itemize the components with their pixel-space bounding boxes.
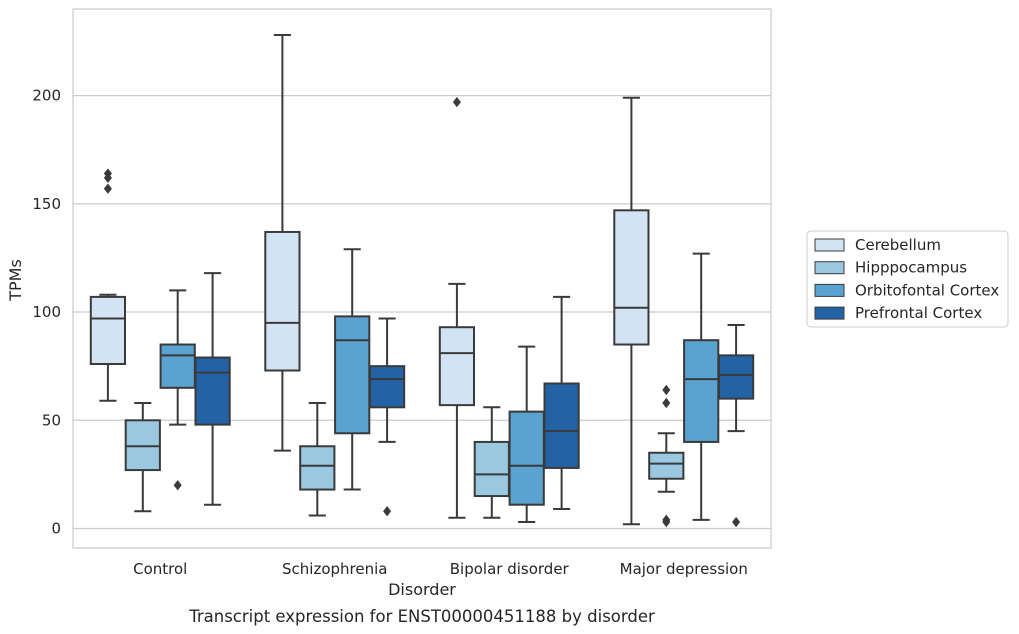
legend-label: Hipppocampus: [855, 259, 967, 277]
outlier-point: [452, 96, 461, 108]
legend-label: Prefrontal Cortex: [855, 304, 982, 322]
box: [89, 295, 127, 366]
legend-item: Prefrontal Cortex: [814, 304, 982, 322]
chart-caption: Transcript expression for ENST0000045118…: [188, 607, 655, 626]
box-plot: [508, 345, 545, 524]
y-tick-label: 100: [32, 303, 61, 321]
box: [299, 445, 336, 491]
outlier-point: [383, 506, 392, 517]
box-plot: [543, 295, 580, 511]
box-plot: [683, 252, 720, 521]
y-tick-labels: 0 50 100 150 200: [32, 87, 61, 538]
box-plot: [194, 272, 231, 506]
x-tick-label: Bipolar disorder: [450, 560, 570, 578]
box: [368, 365, 406, 409]
legend: Cerebellum Hipppocampus Orbitofontal Corte…: [806, 230, 1009, 328]
box: [124, 419, 161, 472]
legend-label: Orbitofontal Cortex: [855, 281, 999, 299]
box-plot: [648, 384, 685, 528]
box-plots: [89, 33, 755, 528]
box-plot: [264, 33, 301, 452]
y-tick-label: 0: [51, 520, 61, 538]
box: [508, 410, 545, 506]
legend-swatch: [814, 261, 845, 275]
box-plot: [159, 289, 196, 491]
box-plot: [124, 401, 161, 513]
box-plot: [717, 324, 755, 528]
legend-item: Cerebellum: [814, 236, 941, 254]
outlier-point: [103, 183, 112, 194]
legend-item: Orbitofontal Cortex: [814, 281, 999, 299]
legend-frame: [806, 230, 1009, 328]
box: [683, 339, 720, 443]
box: [438, 326, 476, 407]
box: [159, 343, 196, 389]
x-axis-title: Disorder: [388, 580, 456, 599]
x-tick-label: Schizophrenia: [282, 560, 387, 578]
legend-label: Cerebellum: [855, 236, 941, 254]
legend-swatch: [814, 283, 845, 297]
box: [334, 315, 371, 435]
plot-frame: [72, 8, 772, 549]
box: [648, 451, 685, 480]
box-plot: [613, 96, 650, 526]
outlier-point: [662, 514, 671, 526]
y-gridlines: [73, 94, 771, 530]
box: [473, 440, 510, 498]
legend-swatch: [814, 306, 845, 320]
legend-swatch: [814, 238, 845, 252]
box-plot: [368, 317, 406, 517]
outlier-point: [662, 384, 671, 396]
y-tick-label: 50: [42, 411, 61, 429]
box: [717, 354, 755, 400]
outlier-point: [732, 516, 741, 528]
legend-item: Hipppocampus: [814, 259, 967, 277]
x-tick-labels: Control Schizophrenia Bipolar disorder Majo…: [133, 560, 748, 578]
outlier-point: [173, 480, 182, 491]
y-axis-title: TPMs: [6, 259, 25, 302]
x-tick-label: Major depression: [620, 560, 748, 578]
box-plot: [89, 168, 127, 402]
box-plot: [438, 96, 476, 519]
y-tick-label: 150: [32, 195, 61, 213]
box: [543, 382, 580, 469]
x-tick-label: Control: [133, 560, 187, 578]
y-tick-label: 200: [32, 87, 61, 105]
outlier-point: [103, 168, 112, 179]
box: [264, 230, 301, 372]
outlier-point: [662, 397, 671, 409]
box-plot: [299, 401, 336, 517]
box: [194, 356, 231, 426]
box: [613, 209, 650, 346]
